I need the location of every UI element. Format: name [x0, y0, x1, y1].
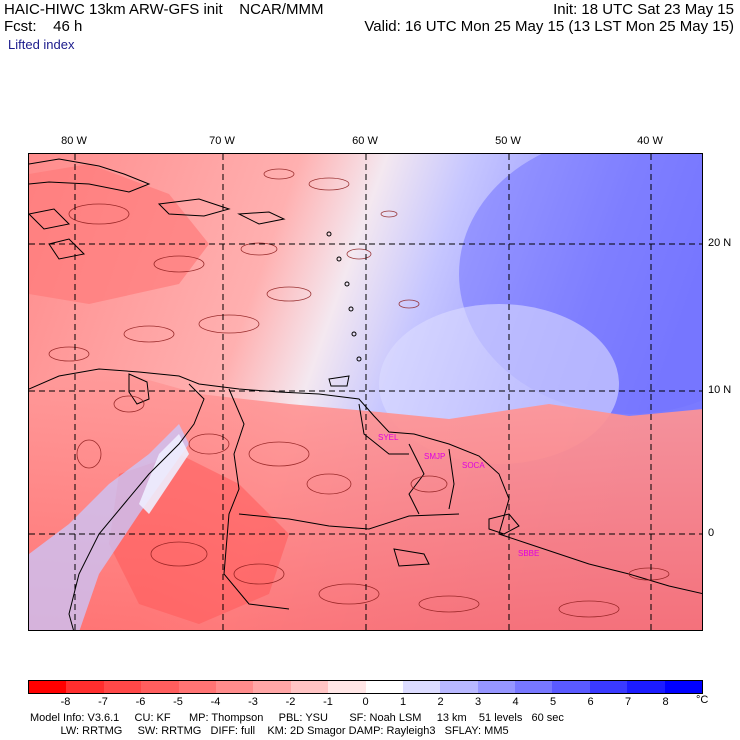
station-label-smjp: SMJP — [424, 452, 446, 461]
colorbar-segment — [290, 681, 329, 693]
model-info-line2: LW: RRTMG SW: RRTMG DIFF: full KM: 2D Sm… — [30, 725, 509, 737]
field-name: Lifted index — [8, 37, 75, 52]
colorbar — [28, 680, 703, 694]
colorbar-segment — [589, 681, 628, 693]
colorbar-segment — [552, 681, 590, 693]
forecast-hour: Fcst: 46 h — [4, 18, 83, 35]
colorbar-tick-label: 5 — [549, 696, 557, 708]
colorbar-tick-label: -4 — [210, 696, 221, 708]
colorbar-segment — [328, 681, 366, 693]
colorbar-segment — [477, 681, 516, 693]
colorbar-segment — [365, 681, 403, 693]
colorbar-segment — [253, 681, 291, 693]
lon-label-40w: 40 W — [637, 135, 663, 147]
caribbean-unstable — [29, 164, 209, 304]
colorbar-tick-label: 1 — [399, 696, 407, 708]
colorbar-tick-label: 3 — [474, 696, 482, 708]
lon-label-60w: 60 W — [352, 135, 378, 147]
colorbar-segment — [440, 681, 478, 693]
station-label-syel: SYEL — [378, 433, 399, 442]
andes-stable — [29, 424, 189, 630]
lat-label-10n: 10 N — [708, 384, 732, 396]
colorbar-tick-label: -5 — [173, 696, 183, 708]
colorbar-tick-label: 7 — [624, 696, 632, 708]
contours — [48, 168, 670, 618]
station-label-soca: SOCA — [462, 461, 485, 470]
colorbar-segment — [664, 681, 703, 693]
map-canvas — [29, 154, 702, 630]
colorbar-segment — [515, 681, 553, 693]
graticule — [29, 154, 702, 630]
colorbar-labels: -8 -7 -6 -5 -4 -3 -2 -1 0 1 2 3 4 5 6 7 8 — [28, 696, 703, 708]
colorbar-tick-label: 2 — [437, 696, 444, 708]
init-time: Init: 18 UTC Sat 23 May 15 — [553, 1, 734, 18]
colorbar-unit: °C — [696, 694, 709, 706]
colorbar-tick-label: -8 — [60, 696, 71, 708]
lon-label-50w: 50 W — [495, 135, 521, 147]
colorbar-segment — [141, 681, 179, 693]
lon-label-70w: 70 W — [209, 135, 235, 147]
colorbar-segment — [103, 681, 142, 693]
model-info-line1: Model Info: V3.6.1 CU: KF MP: Thompson P… — [30, 712, 564, 724]
colorbar-segment — [215, 681, 254, 693]
title-left: HAIC-HIWC 13km ARW-GFS init NCAR/MMM — [4, 1, 324, 18]
colorbar-tick-label: 6 — [587, 696, 594, 708]
colorbar-tick-label: -3 — [248, 696, 258, 708]
lifted-index-map — [28, 153, 703, 631]
colorbar-tick-label: -2 — [285, 696, 296, 708]
colorbar-tick-label: 8 — [662, 696, 669, 708]
lat-label-20n: 20 N — [708, 237, 732, 249]
colorbar-segment — [402, 681, 441, 693]
lon-label-80w: 80 W — [61, 135, 87, 147]
station-label-sbbe: SBBE — [518, 549, 540, 558]
colorbar-segment — [178, 681, 216, 693]
colorbar-tick-label: 4 — [512, 696, 519, 708]
coastlines — [29, 158, 702, 630]
colorbar-tick-label: -6 — [135, 696, 146, 708]
valid-time: Valid: 16 UTC Mon 25 May 15 (13 LST Mon … — [364, 18, 734, 35]
colorbar-segment — [627, 681, 665, 693]
valley-stable — [139, 434, 189, 514]
lat-label-0: 0 — [708, 527, 715, 539]
colorbar-segment — [66, 681, 104, 693]
colorbar-tick-label: -1 — [323, 696, 333, 708]
colorbar-tick-label: -7 — [98, 696, 108, 708]
colorbar-tick-label: 0 — [362, 696, 369, 708]
colorbar-segment — [29, 681, 67, 693]
